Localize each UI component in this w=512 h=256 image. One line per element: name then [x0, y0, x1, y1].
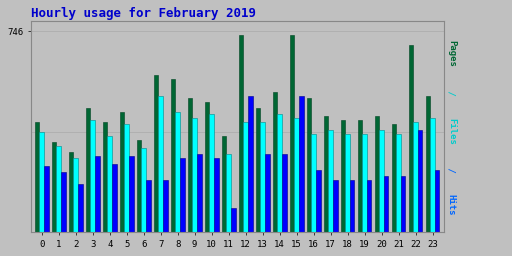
Bar — [358, 120, 362, 232]
Bar — [78, 184, 82, 232]
Bar — [265, 154, 269, 232]
Bar — [193, 118, 197, 232]
Bar — [425, 95, 430, 232]
Bar — [176, 112, 180, 232]
Bar — [282, 154, 287, 232]
Bar — [188, 98, 193, 232]
Bar — [396, 134, 401, 232]
Bar — [239, 35, 243, 232]
Bar — [311, 134, 316, 232]
Bar — [362, 134, 367, 232]
Bar — [413, 122, 418, 232]
Bar — [261, 122, 265, 232]
Bar — [226, 154, 231, 232]
Bar — [197, 154, 202, 232]
Bar — [430, 118, 435, 232]
Bar — [294, 118, 299, 232]
Bar — [350, 180, 354, 232]
Text: Pages: Pages — [447, 40, 456, 67]
Bar — [290, 35, 294, 232]
Bar — [214, 158, 219, 232]
Bar — [316, 170, 321, 232]
Bar — [103, 122, 108, 232]
Bar — [231, 208, 236, 232]
Bar — [409, 45, 413, 232]
Bar — [345, 134, 350, 232]
Bar — [384, 176, 389, 232]
Bar — [379, 130, 384, 232]
Bar — [435, 170, 439, 232]
Bar — [61, 172, 66, 232]
Bar — [137, 140, 141, 232]
Bar — [163, 180, 167, 232]
Bar — [222, 136, 226, 232]
Bar — [44, 166, 49, 232]
Bar — [340, 120, 345, 232]
Bar — [141, 148, 146, 232]
Bar — [171, 79, 176, 232]
Bar — [108, 136, 112, 232]
Bar — [299, 95, 304, 232]
Text: Hourly usage for February 2019: Hourly usage for February 2019 — [31, 7, 255, 20]
Bar — [129, 156, 134, 232]
Bar — [328, 130, 333, 232]
Bar — [324, 116, 328, 232]
Bar — [39, 132, 44, 232]
Bar — [209, 114, 214, 232]
Bar — [112, 164, 117, 232]
Bar — [418, 130, 422, 232]
Bar — [35, 122, 39, 232]
Bar — [52, 142, 56, 232]
Bar — [243, 122, 248, 232]
Bar — [95, 156, 100, 232]
Bar — [120, 112, 124, 232]
Bar — [273, 92, 278, 232]
Bar — [73, 158, 78, 232]
Bar — [367, 180, 372, 232]
Bar — [146, 180, 151, 232]
Bar — [248, 95, 252, 232]
Bar — [158, 95, 163, 232]
Text: /: / — [447, 85, 456, 101]
Bar — [205, 102, 209, 232]
Bar — [124, 124, 129, 232]
Bar — [375, 116, 379, 232]
Text: Files: Files — [447, 118, 456, 145]
Bar — [154, 76, 158, 232]
Bar — [91, 120, 95, 232]
Bar — [69, 152, 73, 232]
Text: Hits: Hits — [447, 194, 456, 215]
Bar — [307, 98, 311, 232]
Bar — [401, 176, 406, 232]
Bar — [256, 108, 261, 232]
Bar — [180, 158, 184, 232]
Bar — [278, 114, 282, 232]
Bar — [333, 180, 337, 232]
Text: /: / — [447, 163, 456, 179]
Bar — [392, 124, 396, 232]
Bar — [56, 146, 61, 232]
Bar — [86, 108, 91, 232]
